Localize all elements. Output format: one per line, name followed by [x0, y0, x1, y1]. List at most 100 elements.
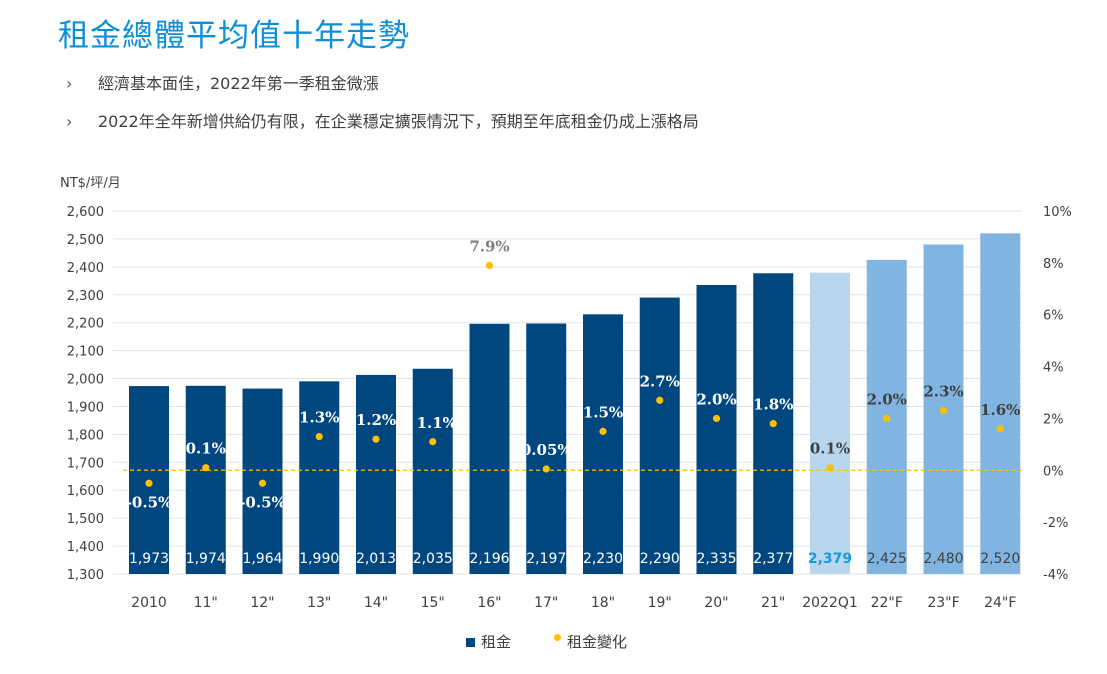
- change-label: 2.0%: [867, 390, 907, 408]
- bar-value-label: 2,480: [923, 551, 963, 567]
- legend-item-change: 租金變化: [554, 631, 627, 652]
- change-point: [599, 427, 607, 435]
- bar-value-label: 1,973: [129, 551, 169, 567]
- bar-value-label: 2,520: [980, 551, 1020, 567]
- bar-value-label: 2,197: [526, 551, 566, 567]
- change-label: 1.5%: [583, 403, 623, 421]
- bar-value-label: 2,377: [753, 551, 793, 567]
- change-point: [712, 414, 721, 423]
- change-label: 2.0%: [696, 390, 736, 408]
- bar-value-label: 2,425: [867, 551, 907, 567]
- change-label: 2.7%: [640, 372, 680, 390]
- bar: [356, 374, 396, 574]
- bar: [299, 381, 340, 574]
- x-tick-label: 21": [761, 595, 785, 611]
- change-label: 2.3%: [923, 383, 963, 401]
- x-tick-label: 11": [194, 595, 218, 611]
- x-tick-label: 16": [477, 595, 501, 611]
- change-label: 1.6%: [980, 401, 1020, 419]
- change-point: [429, 438, 437, 446]
- change-point: [145, 479, 153, 487]
- bar-value-label: 2,379: [808, 551, 852, 567]
- x-tick-label: 14": [364, 595, 388, 611]
- change-label: -0.5%: [239, 493, 286, 511]
- y-tick-label: 2,500: [67, 233, 104, 248]
- y2-tick-label: -4%: [1043, 568, 1068, 583]
- change-point: [939, 407, 948, 415]
- change-label: 1.3%: [299, 409, 339, 427]
- y-tick-label: 2,400: [67, 261, 104, 276]
- bar-value-label: 2,335: [696, 551, 736, 567]
- bar: [526, 323, 567, 574]
- y-axis-label: NT$/坪/月: [60, 176, 121, 191]
- x-tick-label: 2022Q1: [802, 595, 858, 611]
- change-point: [202, 464, 210, 472]
- y-tick-label: 2,100: [67, 345, 104, 360]
- y-tick-label: 2,300: [67, 289, 104, 304]
- bar: [696, 284, 737, 574]
- y-tick-label: 2,000: [67, 373, 104, 388]
- x-tick-label: 15": [421, 595, 445, 611]
- change-point: [826, 464, 834, 472]
- change-label: 1.2%: [356, 411, 396, 429]
- y-tick-label: 2,200: [67, 317, 104, 332]
- change-label: 1.8%: [753, 396, 793, 414]
- y-tick-label: 1,500: [67, 512, 104, 527]
- change-label: -0.5%: [126, 493, 173, 511]
- y2-tick-label: 2%: [1043, 412, 1064, 427]
- change-point: [769, 420, 777, 428]
- bar-value-label: 2,196: [469, 551, 509, 567]
- x-tick-label: 2010: [131, 595, 167, 611]
- change-point: [883, 414, 891, 423]
- page-title: 租金總體平均值十年走勢: [58, 18, 410, 54]
- bar: [639, 297, 680, 574]
- y-tick-label: 1,400: [67, 540, 104, 555]
- x-tick-label: 12": [250, 595, 274, 611]
- y-tick-label: 1,600: [67, 484, 104, 499]
- x-tick-label: 17": [534, 595, 558, 611]
- legend-item-rent: 租金: [466, 631, 511, 652]
- change-label: 0.05%: [521, 441, 572, 459]
- change-point: [485, 261, 494, 270]
- change-label: 1.1%: [417, 414, 457, 432]
- x-tick-label: 13": [307, 595, 331, 611]
- x-tick-label: 19": [648, 595, 672, 611]
- y2-tick-label: 8%: [1043, 257, 1064, 272]
- change-label: 0.1%: [186, 440, 226, 458]
- change-label: 7.9%: [469, 237, 509, 255]
- x-tick-label: 22"F: [871, 595, 903, 611]
- y-tick-label: 1,300: [67, 568, 104, 583]
- change-point: [372, 435, 380, 443]
- bar-value-label: 2,230: [583, 551, 623, 567]
- x-tick-label: 23"F: [927, 595, 959, 611]
- bar: [583, 314, 623, 574]
- bar-value-label: 1,974: [186, 551, 226, 567]
- y-tick-label: 1,700: [67, 456, 104, 471]
- change-point: [315, 432, 323, 441]
- bar: [810, 272, 850, 574]
- y2-tick-label: 6%: [1043, 309, 1064, 324]
- y2-tick-label: -2%: [1043, 516, 1068, 531]
- y-tick-label: 1,900: [67, 400, 104, 415]
- bullet-2: › 2022年全年新增供給仍有限，在企業穩定擴張情況下，預期至年底租金仍成上漲格局: [66, 112, 699, 131]
- bar: [185, 385, 226, 574]
- y2-tick-label: 0%: [1043, 464, 1064, 479]
- bar-value-label: 2,035: [413, 551, 453, 567]
- change-point: [656, 396, 664, 404]
- bar: [469, 323, 510, 574]
- x-tick-label: 18": [591, 595, 615, 611]
- bar: [980, 233, 1021, 575]
- y-tick-label: 2,600: [67, 205, 104, 220]
- change-point: [542, 465, 550, 473]
- bar: [412, 368, 453, 574]
- bar-value-label: 1,964: [242, 551, 282, 567]
- legend-swatch-rent: [466, 638, 475, 647]
- bar-value-label: 1,990: [299, 551, 339, 567]
- y-tick-label: 1,800: [67, 428, 104, 443]
- y2-tick-label: 10%: [1043, 205, 1072, 220]
- change-point: [258, 479, 267, 487]
- bar-value-label: 2,013: [356, 551, 396, 567]
- legend-swatch-change: [554, 634, 561, 641]
- x-tick-label: 20": [704, 595, 728, 611]
